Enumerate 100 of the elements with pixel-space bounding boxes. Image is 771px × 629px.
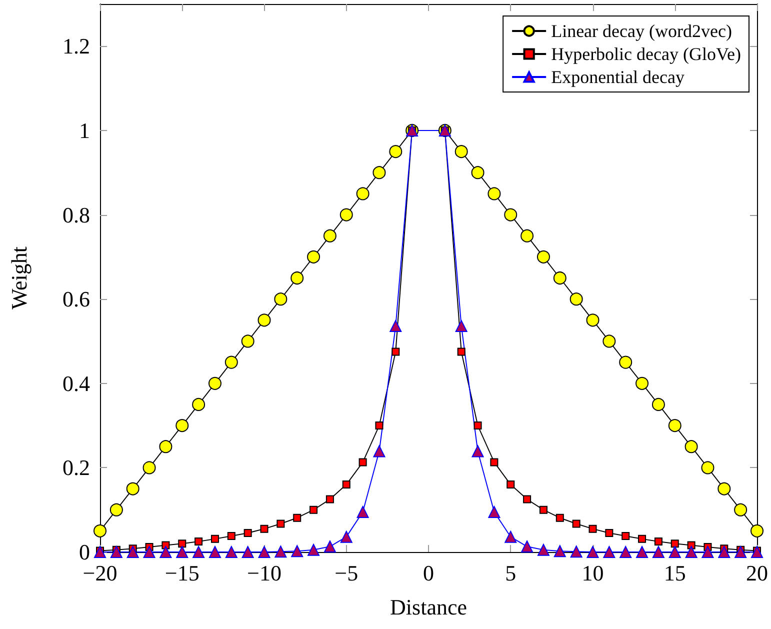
point bbox=[126, 482, 140, 496]
point bbox=[356, 187, 370, 200]
point bbox=[488, 187, 501, 200]
point bbox=[342, 480, 350, 489]
point bbox=[276, 520, 285, 528]
point bbox=[668, 419, 682, 432]
point bbox=[210, 534, 219, 543]
point bbox=[619, 356, 632, 369]
point bbox=[208, 546, 221, 558]
x-tick-label: 15 bbox=[664, 560, 686, 586]
point bbox=[94, 524, 106, 538]
legend-label: Hyperbolic decay (GloVe) bbox=[551, 44, 742, 64]
point bbox=[455, 320, 468, 332]
point bbox=[308, 544, 320, 556]
point bbox=[620, 546, 632, 558]
point bbox=[670, 540, 679, 548]
point bbox=[110, 546, 122, 558]
point bbox=[390, 320, 402, 332]
point bbox=[340, 208, 353, 222]
point bbox=[225, 546, 238, 558]
point bbox=[160, 546, 172, 558]
point bbox=[227, 532, 236, 540]
point bbox=[556, 514, 564, 522]
point bbox=[718, 482, 731, 496]
point bbox=[474, 422, 482, 430]
point bbox=[521, 540, 534, 553]
point bbox=[668, 546, 681, 558]
point bbox=[751, 546, 763, 558]
point bbox=[586, 546, 599, 558]
point bbox=[176, 419, 189, 432]
y-tick-label: 0.6 bbox=[62, 286, 90, 312]
point bbox=[603, 546, 616, 558]
point bbox=[572, 520, 580, 528]
y-tick-label: 0.4 bbox=[62, 370, 90, 396]
point bbox=[194, 537, 203, 546]
point bbox=[570, 546, 582, 558]
point bbox=[258, 546, 270, 558]
point bbox=[356, 506, 369, 518]
point bbox=[622, 532, 630, 540]
point bbox=[110, 503, 123, 516]
legend-label: Exponential decay bbox=[551, 67, 685, 87]
point bbox=[588, 524, 597, 533]
point bbox=[702, 546, 714, 558]
point bbox=[554, 545, 566, 558]
point bbox=[504, 530, 517, 543]
y-tick-label: 1.2 bbox=[62, 34, 90, 59]
y-tick-label: 0.8 bbox=[62, 202, 90, 228]
point bbox=[652, 398, 665, 411]
point bbox=[392, 348, 400, 356]
x-tick-label: 10 bbox=[582, 560, 604, 586]
point bbox=[685, 546, 698, 558]
point bbox=[307, 250, 320, 264]
point bbox=[143, 546, 156, 558]
point bbox=[457, 348, 466, 356]
point bbox=[537, 544, 550, 556]
x-tick-label: −15 bbox=[164, 560, 200, 586]
point bbox=[638, 534, 646, 543]
point bbox=[520, 229, 534, 242]
y-tick-label: 1 bbox=[79, 118, 90, 143]
point bbox=[159, 440, 172, 454]
point bbox=[472, 445, 484, 458]
point bbox=[471, 166, 484, 180]
point bbox=[570, 292, 583, 306]
point bbox=[701, 461, 714, 474]
point bbox=[274, 292, 288, 306]
point bbox=[523, 495, 532, 504]
point bbox=[208, 376, 222, 390]
x-tick-label: −5 bbox=[334, 560, 358, 586]
point bbox=[506, 480, 515, 489]
point bbox=[652, 546, 664, 558]
point bbox=[358, 458, 367, 466]
point bbox=[224, 356, 238, 369]
point bbox=[372, 166, 386, 180]
point bbox=[326, 495, 334, 504]
point bbox=[488, 506, 500, 518]
point bbox=[636, 376, 649, 390]
x-tick-label: 20 bbox=[746, 560, 768, 586]
point bbox=[684, 440, 698, 454]
point bbox=[340, 530, 352, 543]
point bbox=[536, 250, 550, 264]
point bbox=[192, 546, 205, 558]
point bbox=[373, 445, 386, 458]
point bbox=[636, 546, 648, 558]
y-axis-title: Weight bbox=[6, 246, 32, 310]
point bbox=[553, 272, 566, 284]
point bbox=[602, 334, 616, 348]
y-tick-label: 0.2 bbox=[62, 455, 90, 480]
point bbox=[242, 546, 254, 558]
point bbox=[126, 546, 139, 558]
point bbox=[734, 503, 748, 516]
point bbox=[178, 540, 186, 548]
point bbox=[293, 514, 302, 522]
point bbox=[244, 529, 252, 538]
point bbox=[260, 524, 268, 533]
point bbox=[241, 334, 254, 348]
x-tick-label: 0 bbox=[423, 560, 434, 586]
x-axis-title: Distance bbox=[390, 594, 467, 620]
x-tick-label: −10 bbox=[247, 560, 282, 586]
point bbox=[734, 546, 747, 558]
point bbox=[539, 506, 548, 514]
